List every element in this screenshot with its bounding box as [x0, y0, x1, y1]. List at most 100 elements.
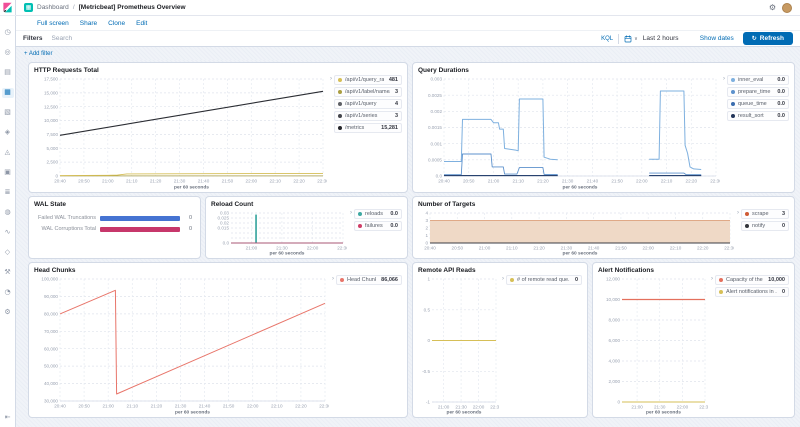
legend-expand-icon[interactable]: › — [350, 210, 352, 216]
legend-item-api-v1-query[interactable]: /api/v1/query 4 — [334, 99, 402, 109]
sidebar-collapse-icon[interactable]: ⇤ — [4, 413, 11, 421]
time-range-value[interactable]: Last 2 hours — [642, 35, 679, 42]
legend-item-prepare-time[interactable]: prepare_time 0.0 — [727, 87, 789, 97]
panel-title[interactable]: Reload Count — [211, 201, 254, 208]
kql-toggle[interactable]: KQL — [601, 35, 614, 42]
panel-title[interactable]: Query Durations — [418, 67, 469, 74]
svg-text:21:30: 21:30 — [276, 246, 288, 251]
panel-title[interactable]: Head Chunks — [34, 267, 76, 274]
chart-legend: › Head Chunks 86,066 — [332, 275, 402, 415]
sidebar-item-dashboard-icon[interactable]: ▦ — [1, 88, 14, 98]
legend-series-value: 0.0 — [777, 89, 785, 95]
legend-series-label: scrape — [752, 211, 769, 217]
sidebar-item-visualize-icon[interactable]: ▤ — [4, 68, 11, 76]
sidebar-item-recently-viewed-icon[interactable]: ◷ — [4, 28, 11, 36]
sidebar-item-apm-icon[interactable]: ◍ — [4, 208, 11, 216]
legend-item-inner-eval[interactable]: inner_eval 0.0 — [727, 75, 789, 85]
sidebar-item-uptime-icon[interactable]: ∿ — [4, 228, 11, 236]
legend-expand-icon[interactable]: › — [737, 210, 739, 216]
legend-item-head-chunks[interactable]: Head Chunks 86,066 — [336, 275, 402, 285]
query-durations-chart[interactable]: 0.003 0.0025 0.002 0.0015 0.001 0.0005 0.0 20:4… — [418, 75, 720, 190]
legend-items: Capacity of the... 10,000 Alert notificati… — [715, 275, 789, 297]
menu-item-share[interactable]: Share — [79, 19, 98, 27]
sidebar-item-logs-icon[interactable]: ≣ — [4, 188, 11, 196]
legend-item-notify[interactable]: notify 0 — [741, 221, 789, 231]
panel-body: 4 3 2 1 0 20:40 20:50 21:00 21:10 21:20 21:30 21:40… — [418, 209, 789, 256]
menu-item-clone[interactable]: Clone — [108, 19, 126, 27]
legend-item-api-v1-label-name-v[interactable]: /api/v1/label/name/v... 3 — [334, 87, 402, 97]
legend-item-queue-time[interactable]: queue_time 0.0 — [727, 99, 789, 109]
legend-item-scrape[interactable]: scrape 3 — [741, 209, 789, 219]
sidebar-item-canvas-icon[interactable]: ▧ — [4, 108, 11, 116]
svg-text:21:50: 21:50 — [611, 179, 623, 184]
sidebar-item-infrastructure-icon[interactable]: ▣ — [4, 168, 11, 176]
http-requests-chart[interactable]: 17,500 15,000 12,500 10,000 7,500 5,000 2,500 0… — [34, 75, 327, 190]
refresh-button[interactable]: ↻ Refresh — [742, 32, 793, 45]
wal-bar-fill[interactable] — [100, 226, 180, 232]
svg-text:22:30: 22:30 — [317, 179, 327, 184]
user-avatar[interactable] — [782, 2, 792, 13]
legend-item-capacity-of-the[interactable]: Capacity of the... 10,000 — [715, 275, 789, 285]
sidebar-item-maps-icon[interactable]: ◈ — [4, 128, 11, 136]
legend-series-value: 3 — [394, 89, 398, 95]
panel-title[interactable]: Alert Notifications — [598, 267, 654, 274]
remote-api-reads-chart[interactable]: 1 0.5 0 -0.5 -1 21:00 21:30 22:00 22:30 per 60 se… — [418, 275, 499, 415]
svg-text:22:00: 22:00 — [473, 405, 485, 410]
sidebar-item-siem-icon[interactable]: ◇ — [4, 248, 11, 256]
dashboard-row-1: HTTP Requests Total 17,500 15,000 12,500 10… — [28, 62, 795, 193]
legend-item-api-v1-query-range[interactable]: /api/v1/query_range 481 — [334, 75, 402, 85]
legend-series-dot — [358, 224, 362, 228]
legend-item-reloads[interactable]: reloads 0.0 — [354, 209, 402, 219]
panel-title[interactable]: WAL State — [34, 201, 67, 208]
number-of-targets-chart[interactable]: 4 3 2 1 0 20:40 20:50 21:00 21:10 21:20 21:30 21:40… — [418, 209, 734, 256]
sidebar-item-monitoring-icon[interactable]: ◔ — [4, 288, 11, 296]
menu-item-full-screen[interactable]: Full screen — [37, 19, 69, 27]
kibana-logo[interactable] — [0, 0, 16, 16]
show-dates-link[interactable]: Show dates — [699, 35, 734, 42]
wal-bars: Failed WAL Truncations 0 WAL Corruptions T… — [34, 215, 195, 232]
legend-expand-icon[interactable]: › — [330, 76, 332, 82]
legend-item-result-sort[interactable]: result_sort 0.0 — [727, 111, 789, 121]
panel-title[interactable]: Number of Targets — [418, 201, 476, 208]
svg-text:22:00: 22:00 — [636, 179, 648, 184]
breadcrumb-section[interactable]: Dashboard — [37, 4, 69, 11]
legend-expand-icon[interactable]: › — [502, 276, 504, 282]
search-input[interactable] — [51, 35, 597, 42]
legend-items: inner_eval 0.0 prepare_time 0.0 queue_time 0.… — [727, 75, 789, 121]
chart-svg: 1 0.5 0 -0.5 -1 21:00 21:30 22:00 22:30 per 60 se… — [422, 277, 499, 415]
panel-body: 100,000 90,000 80,000 70,000 60,000 50,000 40,… — [34, 275, 402, 415]
head-chunks-chart[interactable]: 100,000 90,000 80,000 70,000 60,000 50,000 40,… — [34, 275, 329, 415]
svg-text:per 60 seconds: per 60 seconds — [175, 410, 210, 416]
alert-notifications-chart[interactable]: 12,000 10,000 8,000 6,000 4,000 2,000 0 21:00 21… — [598, 275, 708, 415]
svg-text:20:50: 20:50 — [452, 246, 464, 251]
legend-item-metrics[interactable]: /metrics 15,281 — [334, 123, 402, 133]
wal-bar-fill[interactable] — [100, 215, 180, 221]
reload-count-chart[interactable]: 0.03 0.025 0.02 0.015 0.0 21:00 21:30 22:00 22:3… — [211, 209, 348, 256]
sidebar-item-discover-icon[interactable]: ◎ — [4, 48, 11, 56]
legend-series-value: 3 — [781, 211, 785, 217]
legend-expand-icon[interactable]: › — [332, 276, 334, 282]
filters-button[interactable]: Filters — [23, 35, 43, 42]
time-picker-button[interactable]: ∨ — [624, 35, 638, 43]
panel-title[interactable]: HTTP Requests Total — [34, 67, 99, 74]
sidebar-item-dev-tools-icon[interactable]: ⚒ — [4, 268, 11, 276]
legend-item-alert-notifications-in[interactable]: Alert notifications in ... 0 — [715, 287, 789, 297]
settings-gear-icon[interactable]: ⚙ — [768, 3, 776, 12]
dashboard-row-2: WAL State Failed WAL Truncations 0 WAL Cor… — [28, 196, 795, 259]
svg-text:22:00: 22:00 — [246, 179, 258, 184]
legend-item-api-v1-series[interactable]: /api/v1/series 3 — [334, 111, 402, 121]
sidebar-item-management-icon[interactable]: ⚙ — [4, 308, 11, 316]
legend-expand-icon[interactable]: › — [723, 76, 725, 82]
legend-item-failures[interactable]: failures 0.0 — [354, 221, 402, 231]
legend-item-of-remote-read-que[interactable]: # of remote read que... 0 — [506, 275, 582, 285]
sidebar-item-machine-learning-icon[interactable]: ◬ — [4, 148, 11, 156]
svg-text:per 60 seconds: per 60 seconds — [174, 185, 209, 191]
legend-expand-icon[interactable]: › — [711, 276, 713, 282]
menu-item-edit[interactable]: Edit — [136, 19, 148, 27]
panel-title[interactable]: Remote API Reads — [418, 267, 476, 274]
svg-text:20:50: 20:50 — [78, 179, 90, 184]
add-filter-link[interactable]: + Add filter — [24, 50, 53, 57]
chart-legend: › /api/v1/query_range 481/api/v1/label/na… — [330, 75, 402, 190]
legend-series-value: 0 — [781, 223, 785, 229]
